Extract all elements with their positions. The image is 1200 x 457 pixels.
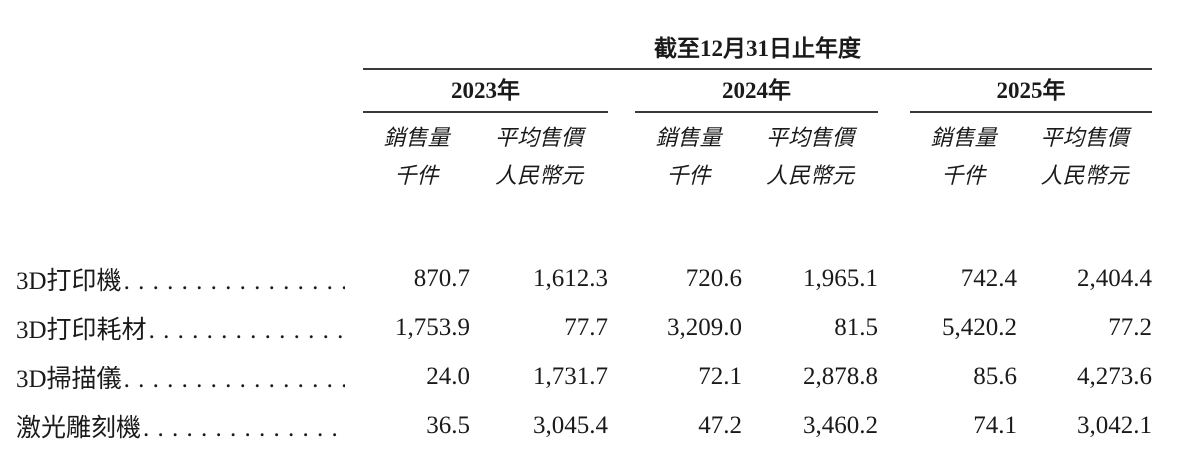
col-unit-volume-2025: 千件 bbox=[941, 163, 986, 188]
row-label: 激光雕刻機 bbox=[0, 408, 363, 444]
cell-value: 4,273.6 bbox=[1077, 362, 1152, 390]
cell-value: 47.2 bbox=[698, 411, 742, 439]
table-row-3d-scanners: 3D掃描儀 24.0 1,731.7 72.1 2,878.8 85.6 4,2… bbox=[0, 352, 1200, 401]
period-header: 截至12月31日止年度 bbox=[363, 0, 1152, 70]
year-header-row: 2023年 2024年 2025年 bbox=[0, 69, 1200, 113]
row-label: 3D掃描儀 bbox=[0, 359, 363, 395]
cell-value: 5,420.2 bbox=[942, 313, 1017, 341]
cell-value: 742.4 bbox=[960, 264, 1017, 292]
row-label-text: 3D打印機 bbox=[16, 267, 122, 295]
year-header-2025: 2025年 bbox=[910, 69, 1152, 113]
table-row-3d-printers: 3D打印機 870.7 1,612.3 720.6 1,965.1 742.4 … bbox=[0, 254, 1200, 303]
year-header-2023: 2023年 bbox=[363, 69, 608, 113]
cell-value: 3,460.2 bbox=[803, 411, 878, 439]
cell-value: 3,209.0 bbox=[667, 313, 742, 341]
col-unit-price-2023: 人民幣元 bbox=[494, 163, 583, 188]
col-unit-price-2024: 人民幣元 bbox=[765, 163, 854, 188]
col-header-price-2023: 平均售價 bbox=[494, 125, 583, 150]
col-unit-price-2025: 人民幣元 bbox=[1040, 163, 1129, 188]
table-row-3d-consumables: 3D打印耗材 1,753.9 77.7 3,209.0 81.5 5,420.2… bbox=[0, 303, 1200, 352]
cell-value: 3,045.4 bbox=[533, 411, 608, 439]
subheader-row-unit: 千件 人民幣元 千件 人民幣元 千件 人民幣元 bbox=[0, 156, 1200, 194]
row-label: 3D打印機 bbox=[0, 261, 363, 297]
cell-value: 74.1 bbox=[973, 411, 1017, 439]
table-row-laser-engravers: 激光雕刻機 36.5 3,045.4 47.2 3,460.2 74.1 3,0… bbox=[0, 401, 1200, 450]
cell-value: 3,042.1 bbox=[1077, 411, 1152, 439]
cell-value: 2,404.4 bbox=[1077, 264, 1152, 292]
header-body-spacer bbox=[0, 194, 1200, 254]
cell-value: 1,753.9 bbox=[395, 313, 470, 341]
col-unit-volume-2024: 千件 bbox=[666, 163, 711, 188]
dot-leader bbox=[124, 268, 345, 296]
cell-value: 72.1 bbox=[698, 362, 742, 390]
cell-value: 720.6 bbox=[685, 264, 742, 292]
row-label-text: 3D打印耗材 bbox=[16, 316, 147, 344]
dot-leader bbox=[124, 366, 345, 394]
cell-value: 24.0 bbox=[426, 362, 470, 390]
cell-value: 77.7 bbox=[564, 313, 608, 341]
cell-value: 85.6 bbox=[973, 362, 1017, 390]
col-header-volume-2023: 銷售量 bbox=[383, 125, 450, 150]
col-unit-volume-2023: 千件 bbox=[394, 163, 439, 188]
dot-leader bbox=[143, 415, 345, 443]
subheader-row-metric: 銷售量 平均售價 銷售量 平均售價 銷售量 平均售價 bbox=[0, 112, 1200, 156]
cell-value: 1,731.7 bbox=[533, 362, 608, 390]
row-label-text: 激光雕刻機 bbox=[16, 414, 142, 442]
cell-value: 81.5 bbox=[834, 313, 878, 341]
cell-value: 77.2 bbox=[1108, 313, 1152, 341]
cell-value: 1,612.3 bbox=[533, 264, 608, 292]
cell-value: 1,965.1 bbox=[803, 264, 878, 292]
cell-value: 2,878.8 bbox=[803, 362, 878, 390]
col-header-volume-2024: 銷售量 bbox=[655, 125, 722, 150]
dot-leader bbox=[149, 317, 345, 345]
col-header-price-2025: 平均售價 bbox=[1040, 125, 1129, 150]
cell-value: 870.7 bbox=[413, 264, 470, 292]
row-label-text: 3D掃描儀 bbox=[16, 365, 122, 393]
cell-value: 36.5 bbox=[426, 411, 470, 439]
period-header-row: 截至12月31日止年度 bbox=[0, 0, 1200, 70]
year-header-2024: 2024年 bbox=[635, 69, 878, 113]
col-header-price-2024: 平均售價 bbox=[765, 125, 854, 150]
row-label: 3D打印耗材 bbox=[0, 310, 363, 346]
col-header-volume-2025: 銷售量 bbox=[930, 125, 997, 150]
